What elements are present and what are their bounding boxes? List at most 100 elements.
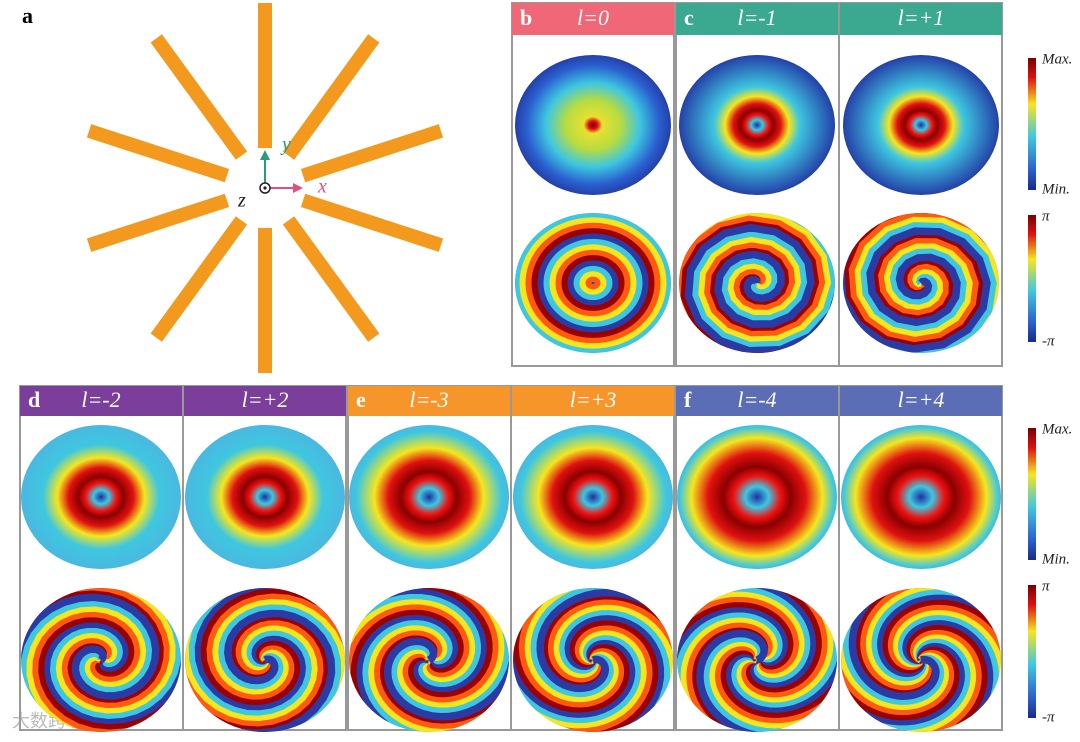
- phase-band: [679, 213, 835, 353]
- phase-band: [677, 588, 818, 691]
- phase-band: [848, 588, 997, 700]
- phase-band: [677, 594, 801, 729]
- phase-band: [684, 620, 833, 732]
- phase-band: [21, 588, 166, 732]
- phase-band: [513, 610, 671, 732]
- phase-band: [21, 588, 172, 732]
- phase-band: [677, 604, 791, 732]
- antenna-arm: [300, 124, 444, 183]
- phase-band: [513, 588, 641, 724]
- panel-label: b: [520, 5, 532, 30]
- phase-band: [30, 588, 181, 732]
- mode-label: l=+4: [898, 387, 945, 412]
- colorbar-label: π: [1042, 208, 1050, 224]
- phase-band: [194, 588, 345, 732]
- panel-header: [676, 386, 838, 416]
- phase-band: [536, 231, 650, 335]
- panel-header: [184, 386, 346, 416]
- antenna-arm: [86, 193, 230, 252]
- phase-band: [584, 275, 602, 291]
- antenna-arm: [282, 216, 380, 342]
- phase-band: [185, 588, 345, 722]
- antenna-arm: [86, 124, 230, 183]
- phase-map: [21, 588, 181, 732]
- intensity-map: [841, 425, 1001, 569]
- phase-band: [185, 588, 336, 732]
- antenna-arm: [300, 193, 444, 252]
- phase-band: [360, 617, 509, 732]
- phase-band: [24, 588, 181, 732]
- phase-band: [843, 213, 999, 353]
- phase-band: [354, 612, 509, 732]
- phase-band: [542, 237, 644, 329]
- phase-band: [349, 596, 477, 732]
- phase-band: [515, 213, 671, 353]
- phase-band: [679, 213, 835, 353]
- phase-band: [854, 588, 1001, 695]
- phase-band: [372, 588, 509, 732]
- phase-band: [860, 588, 1001, 691]
- phase-band: [560, 253, 626, 313]
- antenna-arm: [150, 216, 248, 342]
- panel-header: [512, 3, 674, 35]
- mode-label: l=-4: [737, 387, 776, 412]
- phase-band: [845, 620, 994, 732]
- phase-band: [21, 598, 181, 732]
- mode-label: l=-2: [81, 387, 120, 412]
- intensity-map: [677, 425, 837, 569]
- phase-band: [185, 588, 342, 732]
- phase-map: [513, 588, 673, 732]
- intensity-map: [843, 55, 999, 195]
- mode-label: l=+2: [242, 387, 289, 412]
- colorbar-label: -π: [1042, 333, 1055, 349]
- colorbar-label: Max.: [1041, 421, 1072, 437]
- colorbar: [1028, 58, 1036, 190]
- mode-label: l=+3: [570, 387, 617, 412]
- phase-band: [542, 594, 673, 732]
- phase-band: [378, 588, 509, 726]
- phase-band: [679, 213, 835, 353]
- phase-map: [677, 588, 837, 732]
- phase-band: [185, 588, 330, 732]
- phase-map: [679, 213, 835, 353]
- phase-band: [518, 588, 673, 708]
- colorbar: [1028, 215, 1036, 342]
- mode-label: l=-3: [409, 387, 448, 412]
- phase-band: [524, 588, 673, 703]
- phase-map: [841, 588, 1001, 732]
- phase-band: [530, 226, 656, 340]
- phase-map: [515, 213, 671, 353]
- axis-label: x: [317, 176, 327, 198]
- colorbar: [1028, 585, 1036, 718]
- intensity-map: [21, 425, 181, 569]
- phase-band: [572, 264, 614, 302]
- axes-icon: y x z: [237, 134, 327, 212]
- mode-label: l=0: [577, 5, 609, 30]
- colorbar: [1028, 428, 1036, 560]
- panel-label: e: [356, 387, 366, 412]
- colorbar-label: Min.: [1041, 181, 1070, 197]
- phase-map: [843, 213, 999, 353]
- phase-band: [349, 607, 509, 732]
- phase-band: [718, 588, 837, 721]
- phase-band: [843, 213, 999, 353]
- phase-band: [677, 588, 824, 695]
- intensity-map: [515, 55, 671, 195]
- phase-band: [713, 591, 837, 726]
- phase-band: [185, 598, 345, 732]
- phase-band: [723, 588, 837, 716]
- phase-band: [841, 629, 982, 732]
- axis-label: z: [237, 190, 246, 212]
- colorbar-label: Min.: [1041, 551, 1070, 567]
- phase-band: [696, 629, 837, 732]
- phase-band: [843, 213, 999, 353]
- colorbar-label: -π: [1042, 709, 1055, 725]
- phase-band: [677, 599, 796, 732]
- phase-band: [36, 588, 181, 732]
- panel-label: f: [684, 387, 692, 412]
- intensity-map: [185, 425, 345, 569]
- intensity-map: [513, 425, 673, 569]
- mode-label: l=+1: [898, 5, 945, 30]
- phase-map: [349, 588, 509, 732]
